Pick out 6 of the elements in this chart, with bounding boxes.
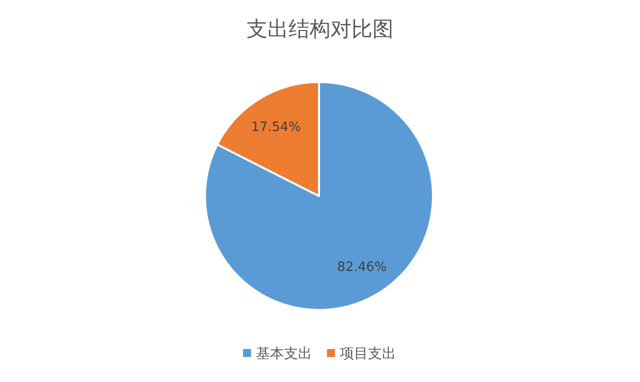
pie-slice bbox=[204, 81, 434, 311]
chart-title: 支出结构对比图 bbox=[246, 17, 394, 41]
legend-label: 项目支出 bbox=[340, 346, 396, 362]
data-label: 17.54% bbox=[251, 120, 301, 136]
legend-label: 基本支出 bbox=[256, 346, 312, 362]
data-label: 82.46% bbox=[337, 260, 387, 275]
